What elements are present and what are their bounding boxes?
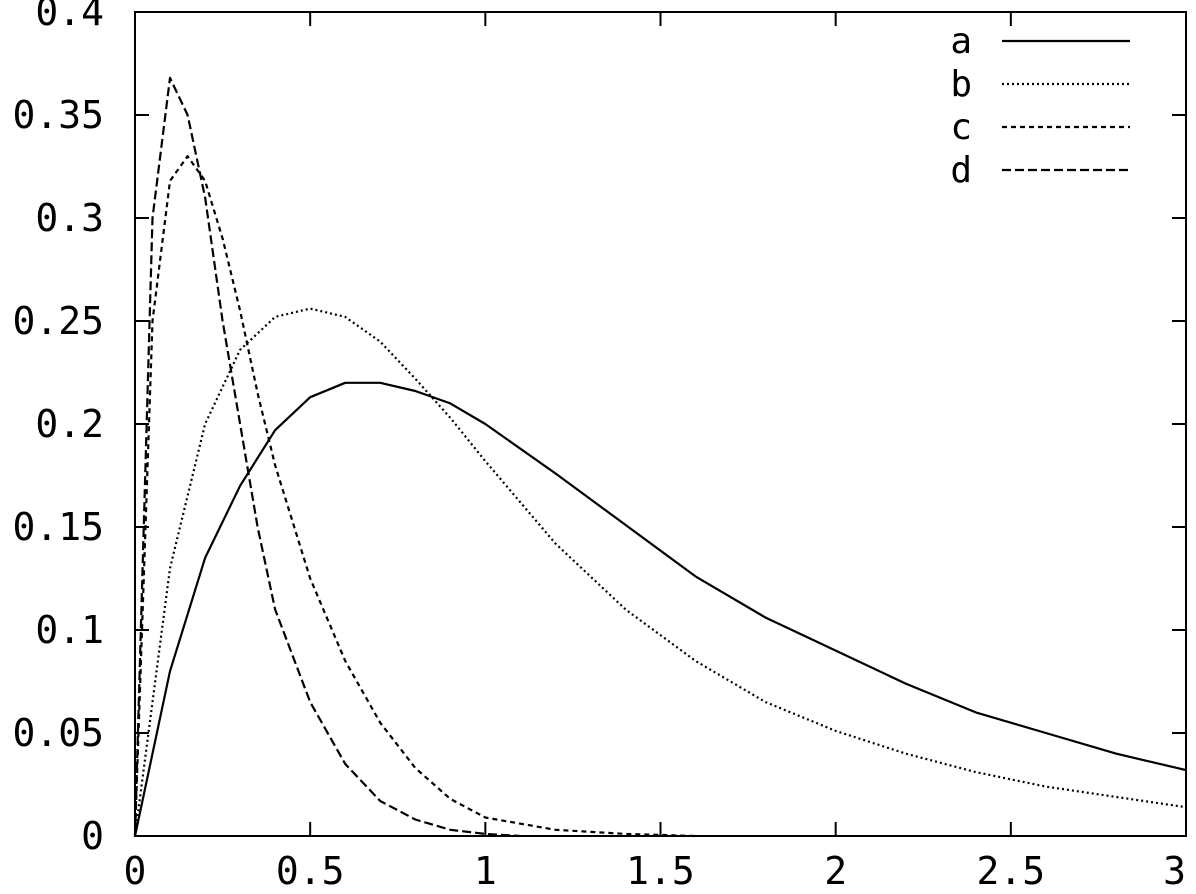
x-tick-label: 2.5 [977, 849, 1046, 893]
ticks-layer: 0 0.05 0.1 0.15 0.2 0.25 0.3 0.35 0.4 0 0.5 1 1.5 2 2.… [12, 0, 1187, 893]
legend-label: b [950, 64, 972, 105]
series-layer [133, 76, 1187, 838]
legend-label: a [950, 21, 972, 62]
series-line-b [133, 307, 1187, 837]
x-tick-label: 2 [824, 849, 847, 893]
x-tick-label: 3 [1163, 849, 1186, 893]
x-tick-label: 1.5 [626, 849, 695, 893]
y-tick-label: 0 [81, 814, 104, 858]
y-tick-label: 0.05 [12, 711, 104, 755]
y-tick-label: 0.25 [12, 299, 104, 343]
plot-frame [134, 11, 1187, 837]
y-tick-label: 0.35 [12, 93, 104, 137]
y-tick-label: 0.1 [35, 608, 104, 652]
x-tick-label: 0.5 [276, 849, 345, 893]
y-tick-label: 0.15 [12, 505, 104, 549]
x-tick-label: 1 [474, 849, 497, 893]
y-tick-label: 0.3 [35, 196, 104, 240]
legend-label: d [950, 150, 972, 191]
y-tick-label: 0.4 [35, 0, 104, 34]
legend-label: c [950, 107, 972, 148]
series-line-d [133, 76, 521, 838]
series-line-c [133, 155, 696, 838]
y-tick-label: 0.2 [35, 402, 104, 446]
series-line-a [133, 381, 1187, 837]
x-tick-label: 0 [124, 849, 147, 893]
